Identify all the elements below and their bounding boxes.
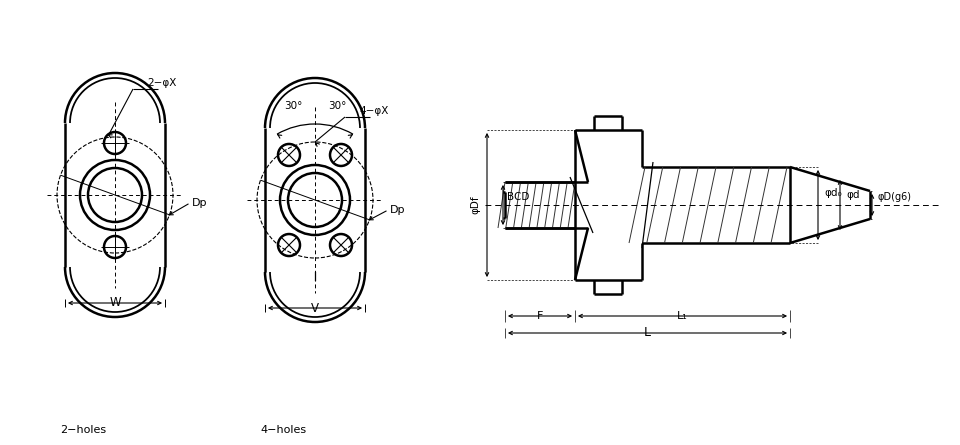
Text: 4−φX: 4−φX [359, 106, 389, 116]
Text: F: F [537, 311, 543, 321]
Text: 2−φX: 2−φX [147, 78, 177, 88]
Text: φDf: φDf [470, 196, 480, 214]
Text: 4−holes: 4−holes [260, 425, 306, 435]
Text: 30°: 30° [284, 101, 302, 111]
Text: φd: φd [846, 190, 859, 200]
Text: 30°: 30° [327, 101, 347, 111]
Text: L₁: L₁ [677, 311, 688, 321]
Text: 2−holes: 2−holes [60, 425, 107, 435]
Text: V: V [311, 302, 319, 315]
Text: W: W [109, 296, 121, 310]
Text: Dp: Dp [191, 198, 207, 208]
Text: BCD: BCD [507, 192, 529, 202]
Text: Dp: Dp [390, 205, 405, 215]
Text: φd₀: φd₀ [824, 188, 842, 198]
Text: L: L [644, 327, 651, 340]
Text: φD(g6): φD(g6) [878, 192, 912, 202]
